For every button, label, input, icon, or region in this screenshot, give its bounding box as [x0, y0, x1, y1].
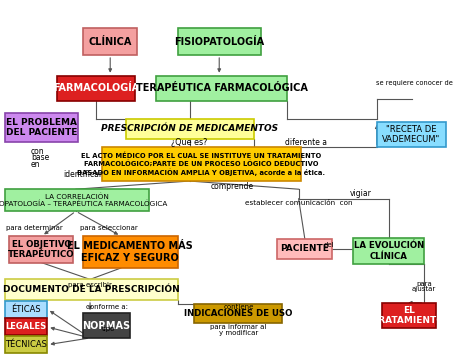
Text: NORMAS: NORMAS	[82, 321, 131, 331]
Text: para informar al: para informar al	[210, 324, 266, 329]
Text: CLÍNICA: CLÍNICA	[89, 37, 132, 47]
Text: EL ACTO MÉDICO POR EL CUAL SE INSTITUYE UN TRATAMIENTO
FARMACOLÓGICO;PARTE DE UN: EL ACTO MÉDICO POR EL CUAL SE INSTITUYE …	[77, 153, 326, 176]
Text: diferente a: diferente a	[285, 138, 327, 147]
FancyBboxPatch shape	[83, 313, 130, 338]
Text: se requiere conocer de: se requiere conocer de	[376, 81, 453, 86]
Text: con: con	[31, 147, 45, 157]
FancyBboxPatch shape	[178, 28, 261, 55]
Text: para: para	[416, 281, 432, 287]
Text: FARMACOLOGÍA: FARMACOLOGÍA	[53, 83, 139, 93]
Text: ÉTICAS: ÉTICAS	[11, 305, 41, 314]
FancyBboxPatch shape	[377, 122, 446, 147]
Text: contiene: contiene	[223, 304, 254, 310]
Text: comprende: comprende	[211, 182, 254, 191]
FancyBboxPatch shape	[5, 318, 47, 335]
Text: LA EVOLUCIÓN
CLÍNICA: LA EVOLUCIÓN CLÍNICA	[354, 241, 424, 261]
Text: vigiar: vigiar	[349, 189, 371, 198]
Text: para determinar: para determinar	[6, 225, 63, 231]
Text: establecer comunicación  con: establecer comunicación con	[245, 200, 352, 206]
Text: EL OBJETIVO
TERAPÉUTICO: EL OBJETIVO TERAPÉUTICO	[8, 240, 75, 259]
FancyBboxPatch shape	[156, 76, 287, 101]
FancyBboxPatch shape	[5, 336, 47, 353]
FancyBboxPatch shape	[5, 279, 178, 300]
Text: DOCUMENTO DE LA PRESCRIPCIÓN: DOCUMENTO DE LA PRESCRIPCIÓN	[3, 285, 180, 294]
FancyBboxPatch shape	[57, 76, 135, 101]
Text: y modificar: y modificar	[219, 330, 258, 335]
Text: base: base	[31, 153, 49, 163]
Text: FISIOPATOLOGÍA: FISIOPATOLOGÍA	[174, 37, 264, 47]
Text: del: del	[324, 242, 335, 248]
Text: PRESCRIPCIÓN DE MEDICAMENTOS: PRESCRIPCIÓN DE MEDICAMENTOS	[101, 124, 278, 133]
Text: ¿Que es?: ¿Que es?	[172, 138, 208, 147]
Text: EL MEDICAMENTO MÁS
EFICAZ Y SEGURO: EL MEDICAMENTO MÁS EFICAZ Y SEGURO	[67, 241, 193, 263]
Text: para seleccionar: para seleccionar	[80, 225, 138, 231]
Text: "RECETA DE
VADEMECUM": "RECETA DE VADEMECUM"	[382, 125, 440, 144]
FancyBboxPatch shape	[102, 147, 301, 181]
FancyBboxPatch shape	[194, 304, 282, 323]
Text: en: en	[31, 159, 40, 169]
Text: conforme a:: conforme a:	[86, 304, 128, 310]
FancyBboxPatch shape	[83, 236, 178, 268]
Text: PACIENTE: PACIENTE	[280, 244, 329, 253]
Text: LEGALES: LEGALES	[6, 322, 46, 332]
Text: LA CORRELACIÓN
FISIOPATOLOGÍA – TERAPÉUTICA FARMACOLÓGICA: LA CORRELACIÓN FISIOPATOLOGÍA – TERAPÉUT…	[0, 193, 168, 207]
FancyBboxPatch shape	[5, 301, 47, 318]
Text: TERAPÉUTICA FARMACOLÓGICA: TERAPÉUTICA FARMACOLÓGICA	[136, 83, 308, 93]
FancyBboxPatch shape	[126, 119, 254, 139]
Text: INDICACIONES DE USO: INDICACIONES DE USO	[184, 309, 292, 318]
FancyBboxPatch shape	[382, 303, 436, 328]
Text: para escribir: para escribir	[68, 282, 112, 288]
FancyBboxPatch shape	[277, 239, 332, 259]
Text: identificar: identificar	[64, 170, 102, 179]
FancyBboxPatch shape	[353, 238, 424, 264]
FancyBboxPatch shape	[5, 113, 78, 142]
FancyBboxPatch shape	[9, 236, 73, 263]
Text: tipo: tipo	[101, 326, 115, 332]
Text: EL
TRATAMIENTO: EL TRATAMIENTO	[373, 306, 445, 325]
Text: TÉCNICAS: TÉCNICAS	[5, 340, 47, 349]
Text: ajustar: ajustar	[412, 286, 437, 292]
FancyBboxPatch shape	[83, 28, 137, 55]
Text: EL PROBLEMA
DEL PACIENTE: EL PROBLEMA DEL PACIENTE	[6, 118, 77, 137]
FancyBboxPatch shape	[5, 189, 149, 211]
